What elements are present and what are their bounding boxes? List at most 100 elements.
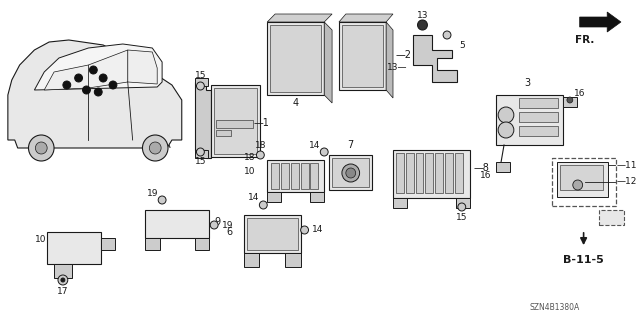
Circle shape [211,221,218,229]
Bar [445,153,453,193]
Text: 19: 19 [147,189,158,197]
Circle shape [458,203,466,211]
Bar [244,215,301,253]
Circle shape [94,88,102,96]
Circle shape [63,81,71,89]
Bar [560,165,604,190]
Bar [291,163,299,189]
Text: 6: 6 [227,227,233,237]
Circle shape [149,142,161,154]
Bar [216,130,231,136]
Text: FR.: FR. [575,35,594,45]
Bar [496,162,510,172]
Bar [214,88,257,154]
Text: 14: 14 [308,140,320,150]
Text: B-11-5: B-11-5 [563,255,604,265]
Text: —1: —1 [253,118,269,128]
Bar [332,158,369,187]
Polygon shape [386,22,393,98]
Text: 15: 15 [195,71,206,80]
Circle shape [342,164,360,182]
Circle shape [143,135,168,161]
Circle shape [158,196,166,204]
Bar [268,192,281,202]
Bar [329,155,372,190]
Bar [244,253,259,267]
Polygon shape [35,44,162,90]
Bar [310,192,324,202]
Circle shape [61,278,65,282]
Bar [519,112,558,122]
Bar [145,238,160,250]
Circle shape [498,122,514,138]
Circle shape [35,142,47,154]
Bar [195,78,208,86]
Text: 3: 3 [525,78,531,88]
Bar [195,238,209,250]
Text: 10: 10 [35,235,46,244]
Circle shape [196,82,204,90]
Bar [195,150,208,158]
Bar [393,198,407,208]
Polygon shape [88,50,128,88]
Bar [563,97,577,107]
Text: 14: 14 [248,192,259,202]
Polygon shape [324,22,332,103]
Circle shape [259,201,268,209]
Bar [557,162,608,197]
Polygon shape [580,12,621,32]
Polygon shape [195,82,211,158]
Circle shape [90,66,97,74]
Polygon shape [339,14,393,22]
Bar [456,198,470,208]
Text: —8: —8 [474,163,490,173]
Bar [599,210,624,225]
Circle shape [83,86,90,94]
Text: 16: 16 [480,170,492,180]
Circle shape [75,74,83,82]
Bar [455,153,463,193]
Polygon shape [339,22,386,90]
Bar [519,98,558,108]
Circle shape [346,168,356,178]
Circle shape [320,148,328,156]
Bar [145,210,209,238]
Circle shape [99,74,107,82]
Bar [271,163,279,189]
Text: 9: 9 [214,217,220,227]
Bar [268,160,324,192]
Circle shape [29,135,54,161]
Polygon shape [268,22,324,95]
Text: SZN4B1380A: SZN4B1380A [529,303,580,313]
Bar [47,232,101,264]
Polygon shape [8,40,182,148]
Text: 16: 16 [574,88,586,98]
Bar [54,264,72,278]
Circle shape [58,275,68,285]
Text: 10: 10 [244,167,255,176]
Bar [426,153,433,193]
Bar [342,25,383,87]
Bar [519,126,558,136]
Bar [285,253,301,267]
Text: 15: 15 [456,213,468,222]
Text: 13: 13 [417,11,428,19]
Circle shape [109,81,117,89]
Bar [406,153,413,193]
Text: 13—: 13— [387,63,408,72]
Text: 4: 4 [292,98,299,108]
Circle shape [417,20,428,30]
Circle shape [567,97,573,103]
Circle shape [573,180,582,190]
Bar [396,153,404,193]
Circle shape [301,226,308,234]
Bar [393,150,470,198]
Polygon shape [413,35,457,82]
Text: 19: 19 [222,220,234,229]
Text: 14: 14 [312,226,324,234]
Circle shape [196,148,204,156]
Text: 15: 15 [195,158,206,167]
Bar [435,153,443,193]
Text: —12: —12 [617,177,637,187]
Text: 7: 7 [348,140,354,150]
